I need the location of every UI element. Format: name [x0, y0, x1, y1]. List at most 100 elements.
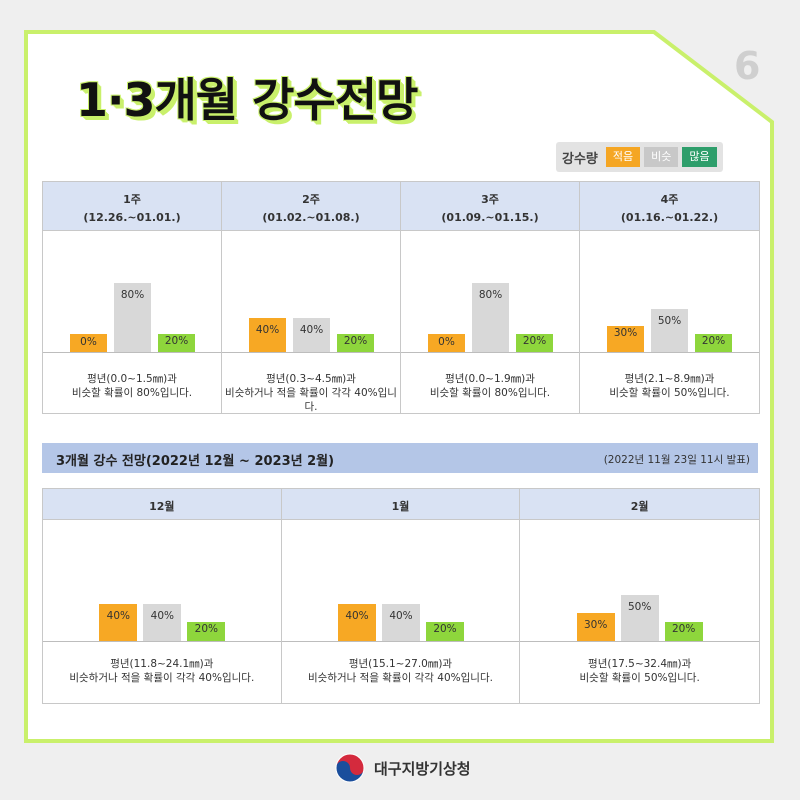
column-header: 1월 [281, 489, 520, 520]
bar-normal [620, 594, 659, 641]
bar-label-low: 0% [80, 336, 97, 348]
bar-normal [114, 283, 151, 352]
bar-label-low: 40% [106, 609, 130, 622]
description-line-2: 비슷하거나 적을 확률이 각각 40%입니다. [225, 387, 397, 413]
description-line-2: 비슷하거나 적을 확률이 각각 40%입니다. [69, 672, 255, 684]
kma-logo-icon [335, 753, 365, 783]
bar-low [337, 603, 376, 641]
description-line-1: 평년(0.0~1.5㎜)과 [87, 373, 177, 385]
bar-normal [143, 603, 182, 641]
column-header: 2월 [520, 489, 759, 520]
bar-label-high: 20% [671, 623, 696, 636]
description-line-1: 평년(0.3~4.5㎜)과 [266, 373, 356, 385]
bar-label-low: 30% [583, 619, 608, 632]
baseline [43, 352, 221, 353]
description-line-2: 비슷할 확률이 50%입니다. [609, 387, 730, 399]
description-line-1: 평년(2.1~8.9㎜)과 [624, 373, 715, 385]
outlook-column: 12월 40% 40% 20% 평년(11.8~24.1㎜)과 비슷하거나 적을 확률이 … [43, 489, 282, 703]
bar-label-low: 40% [345, 609, 369, 622]
baseline [43, 641, 281, 642]
bar-label-low: 30% [613, 327, 638, 340]
bar-low [428, 334, 465, 352]
column-header: 4주 (01.16.~01.22.) [580, 182, 759, 231]
baseline [580, 352, 759, 353]
outlook-column: 1월 40% 40% 20% 평년(15.1~27.0㎜)과 비슷하거나 적을 확률이 각… [281, 489, 521, 703]
bar-low [607, 326, 644, 352]
description-line-1: 평년(15.1~27.0㎜)과 [348, 658, 453, 670]
column-header: 3주 (01.09.~01.15.) [401, 182, 579, 231]
column-header: 1주 (12.26.~01.01.) [43, 182, 221, 231]
bar-label-normal: 50% [627, 600, 652, 613]
description-line-2: 비슷할 확률이 50%입니다. [579, 672, 700, 684]
issued-date: (2022년 11월 23일 11시 발표) [603, 454, 750, 466]
column-title: 12월 [149, 500, 175, 513]
outlook-column: 3주 (01.09.~01.15.) 0% 80% 20% 평년(0.0~1.9㎜)과 비슷… [401, 182, 580, 413]
bar-normal [472, 283, 509, 352]
legend-title: 강수량 [562, 151, 598, 167]
bar-high [516, 334, 553, 352]
bar-label-high: 20% [164, 335, 189, 347]
bar-low [249, 317, 286, 352]
column-title: 2주 [302, 193, 320, 206]
description-line-1: 평년(17.5~32.4㎜)과 [588, 658, 692, 670]
bar-label-normal: 40% [299, 323, 324, 336]
baseline [281, 641, 520, 642]
bar-low [99, 603, 138, 641]
bar-label-high: 20% [433, 623, 457, 636]
bar-normal [293, 317, 330, 352]
column-period: (01.09.~01.15.) [441, 211, 539, 224]
column-period: (01.16.~01.22.) [620, 211, 719, 224]
column-description: 평년(15.1~27.0㎜)과 비슷하거나 적을 확률이 각각 40%입니다. [282, 657, 520, 685]
column-title: 1월 [391, 500, 410, 513]
bar-label-high: 20% [194, 623, 218, 636]
description-line-2: 비슷할 확률이 80%입니다. [71, 387, 193, 399]
bar-label-high: 20% [343, 335, 368, 347]
bar-high [664, 622, 703, 641]
column-title: 1주 [123, 193, 141, 206]
column-title: 2월 [630, 500, 649, 513]
bar-label-high: 20% [522, 335, 547, 347]
bar-label-normal: 50% [657, 315, 682, 327]
section-header: 3개월 강수 전망(2022년 12월 ~ 2023년 2월) (2022년 1… [42, 443, 758, 473]
section-title: 3개월 강수 전망(2022년 12월 ~ 2023년 2월) [56, 454, 335, 469]
description-line-1: 평년(11.8~24.1㎜)과 [110, 658, 214, 670]
bar-high [158, 334, 195, 352]
bar-label-normal: 80% [120, 289, 145, 302]
bar-label-normal: 40% [389, 609, 413, 622]
org-name: 대구지방기상청 [374, 759, 471, 778]
bar-label-high: 20% [701, 335, 726, 347]
bar-label-low: 40% [255, 323, 280, 336]
legend-item-low: 적음 [605, 147, 641, 167]
bar-high [695, 334, 732, 352]
bar-normal [381, 603, 420, 641]
page-number: 6 [734, 44, 761, 88]
page-title: 1·3개월 강수전망 [76, 73, 418, 127]
bar-high [337, 334, 374, 352]
column-title: 3주 [481, 193, 499, 206]
column-period: (12.26.~01.01.) [83, 211, 181, 224]
legend-item-high: 많음 [682, 147, 717, 167]
baseline [520, 641, 759, 642]
footer: 대구지방기상청 [334, 752, 471, 784]
bar-low [70, 334, 107, 352]
bar-label-normal: 80% [478, 289, 503, 302]
description-line-2: 비슷할 확률이 80%입니다. [429, 387, 551, 399]
baseline [401, 352, 579, 353]
column-title: 4주 [660, 193, 679, 206]
bar-high [425, 622, 464, 641]
column-header: 2주 (01.02.~01.08.) [222, 182, 400, 231]
column-header: 12월 [43, 489, 281, 520]
description-line-1: 평년(0.0~1.9㎜)과 [445, 373, 535, 385]
